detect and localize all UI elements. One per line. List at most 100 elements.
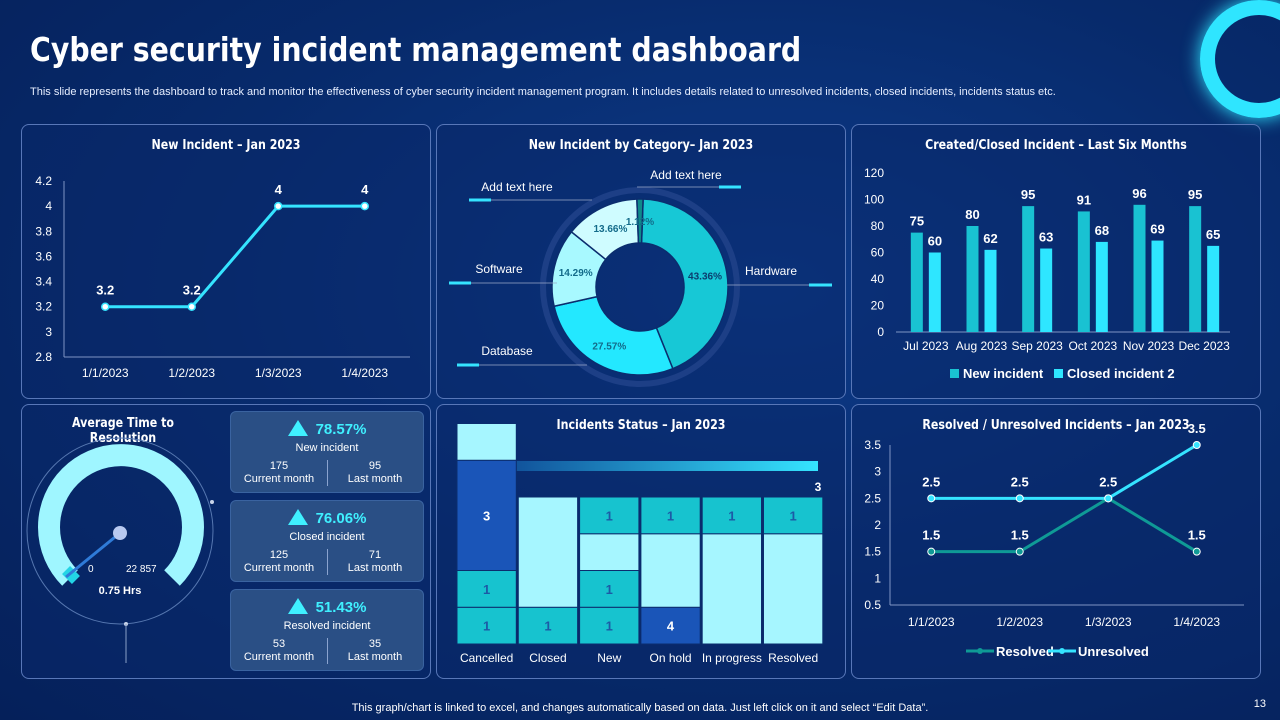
data-label: 1.5: [1188, 528, 1206, 543]
bar: [984, 249, 997, 332]
x-tick-label: On hold: [650, 651, 692, 665]
kpi-resolved-incident: 51.43% Resolved incident 53 Current month…: [230, 589, 424, 671]
data-label: 2.5: [922, 474, 940, 489]
bar-label: 69: [1150, 222, 1164, 237]
y-tick-label: 3.5: [864, 438, 881, 452]
category-label: Add text here: [481, 180, 553, 194]
data-label: 2.5: [1099, 474, 1117, 489]
cell-label: 1: [606, 582, 613, 597]
y-tick-label: 40: [871, 272, 885, 286]
data-label: 3.2: [183, 283, 201, 298]
up-triangle-icon: [287, 420, 308, 436]
gauge-value-label: 0.75 Hrs: [99, 585, 142, 597]
x-tick-label: 1/4/2023: [341, 366, 388, 380]
donut-slice: [640, 198, 729, 370]
kpi-divider: [327, 460, 328, 486]
y-tick-label: 3.6: [35, 249, 52, 263]
x-tick-label: 1/2/2023: [168, 366, 215, 380]
legend-swatch: [1054, 369, 1063, 378]
data-point: [927, 494, 936, 503]
legend-label: Unresolved: [1078, 644, 1149, 659]
kpi-last-label: Last month: [347, 562, 403, 574]
slice-label: 43.36%: [688, 272, 722, 283]
cell-label: 1: [606, 508, 613, 523]
footer-note: This graph/chart is linked to excel, and…: [351, 702, 929, 714]
bar: [1133, 204, 1146, 332]
x-tick-label: 1/2/2023: [996, 615, 1043, 629]
new-incident-panel: New Incident – Jan 2023 4.2 4 3.8 3.6 3.4 3.2…: [21, 124, 431, 399]
resolved-title: Resolved / Unresolved Incidents – Jan 20…: [922, 418, 1190, 433]
bar-label: 68: [1095, 223, 1109, 238]
donut-outer-ring: [540, 187, 740, 387]
status-cell: [456, 606, 517, 645]
bar: [1040, 248, 1053, 332]
gauge-max-label: 22 857: [126, 564, 157, 575]
cell-label: 1: [667, 508, 674, 523]
bar: [1189, 206, 1202, 332]
created-closed-title: Created/Closed Incident – Last Six Month…: [925, 138, 1187, 153]
status-cell: [517, 496, 579, 608]
gauge-pivot: [113, 526, 127, 540]
bar-label: 80: [965, 207, 979, 222]
x-tick-label: 1/3/2023: [1085, 615, 1132, 629]
kpi-closed-incident: 76.06% Closed incident 125 Current month …: [230, 500, 424, 582]
bar-label: 96: [1132, 186, 1146, 201]
data-label: 4: [275, 182, 283, 197]
series-line: [931, 443, 1198, 500]
y-tick-label: 3: [874, 465, 881, 479]
data-label: 2.5: [1011, 474, 1029, 489]
gauge-outer-circle: [26, 437, 214, 625]
data-point: [187, 302, 196, 311]
bar-label: 95: [1021, 187, 1035, 202]
data-point: [274, 201, 283, 211]
new-incident-chart: 4.2 4 3.8 3.6 3.4 3.2 3 2.8 3.2 1/1/2023 3.2 1/2/20…: [35, 174, 410, 380]
slice-label: 1.12%: [626, 217, 654, 228]
kpi-pct: 78.57%: [315, 421, 367, 438]
kpi-last-value: 95: [368, 460, 382, 472]
x-tick-label: Resolved: [768, 651, 818, 665]
kpi-current-value: 175: [269, 460, 289, 472]
y-tick-label: 2: [874, 518, 881, 532]
status-cell: [763, 533, 824, 645]
bar: [966, 226, 979, 332]
y-tick-label: 60: [871, 246, 885, 260]
gauge-min-label: 0: [88, 564, 94, 575]
x-tick-label: 1/1/2023: [908, 615, 955, 629]
y-tick-label: 0.5: [864, 598, 881, 612]
category-label: Hardware: [745, 264, 797, 278]
status-cell: [640, 496, 701, 535]
page-title: Cyber security incident management dashb…: [30, 30, 802, 69]
kpi-current-label: Current month: [243, 473, 315, 485]
up-triangle-icon: [287, 598, 308, 614]
page-subtitle: This slide represents the dashboard to t…: [30, 86, 1056, 98]
x-tick-label: Cancelled: [460, 651, 513, 665]
status-cell: [579, 496, 640, 535]
y-tick-label: 80: [871, 219, 885, 233]
data-label: 3.5: [1188, 421, 1206, 436]
kpi-divider: [327, 638, 328, 664]
kpi-pct: 76.06%: [315, 510, 367, 527]
kpi-new-incident: 78.57% New incident 175 Current month 95 L…: [230, 411, 424, 493]
created-closed-panel: Created/Closed Incident – Last Six Month…: [851, 124, 1261, 399]
x-tick-label: New: [597, 651, 621, 665]
status-cell: [640, 533, 701, 608]
category-label: Software: [475, 262, 523, 276]
y-tick-label: 2.8: [35, 350, 52, 364]
data-point: [1192, 547, 1201, 556]
category-label: Add text here: [650, 168, 722, 182]
y-tick-label: 3.4: [35, 275, 52, 289]
slice-label: 27.57%: [592, 341, 626, 352]
cell-label: 1: [606, 619, 613, 634]
series-line: [931, 496, 1198, 554]
data-label: 1.5: [922, 528, 940, 543]
x-tick-label: In progress: [702, 651, 762, 665]
data-point: [1192, 441, 1201, 449]
bar-label: 63: [1039, 230, 1053, 245]
page-number: 13: [1253, 698, 1266, 710]
y-tick-label: 3.2: [35, 300, 52, 314]
y-tick-label: 100: [864, 193, 884, 207]
cell-label: 1: [728, 508, 735, 523]
color-scale-bar: [463, 461, 818, 471]
kpi-pct: 51.43%: [315, 599, 367, 616]
status-title: Incidents Status – Jan 2023: [556, 418, 726, 433]
